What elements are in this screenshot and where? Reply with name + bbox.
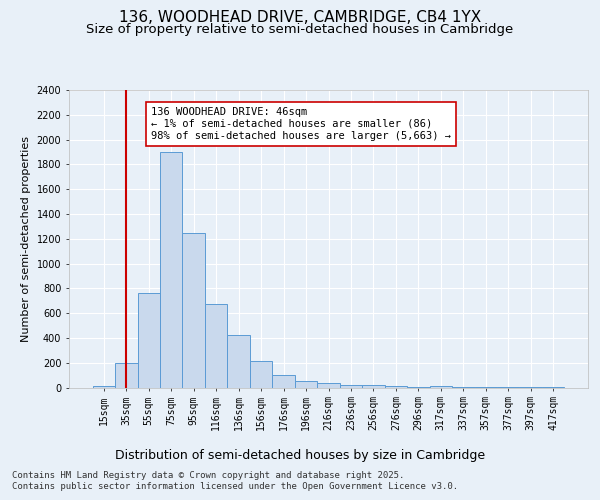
Bar [250,361,272,388]
Bar [385,386,407,388]
Bar [115,362,137,388]
Text: 136 WOODHEAD DRIVE: 46sqm
← 1% of semi-detached houses are smaller (86)
98% of s: 136 WOODHEAD DRIVE: 46sqm ← 1% of semi-d… [151,108,451,140]
Bar [317,383,340,388]
Text: Contains HM Land Registry data © Crown copyright and database right 2025.
Contai: Contains HM Land Registry data © Crown c… [12,472,458,490]
Bar [272,375,295,388]
Bar [475,387,497,388]
Bar [205,304,227,388]
Y-axis label: Number of semi-detached properties: Number of semi-detached properties [21,136,31,342]
Bar [160,152,182,388]
Bar [452,387,475,388]
Bar [227,336,250,388]
Bar [430,386,452,388]
Bar [407,387,430,388]
Bar [340,385,362,388]
Bar [137,294,160,388]
Text: Distribution of semi-detached houses by size in Cambridge: Distribution of semi-detached houses by … [115,450,485,462]
Bar [295,382,317,388]
Text: 136, WOODHEAD DRIVE, CAMBRIDGE, CB4 1YX: 136, WOODHEAD DRIVE, CAMBRIDGE, CB4 1YX [119,10,481,25]
Bar [362,385,385,388]
Text: Size of property relative to semi-detached houses in Cambridge: Size of property relative to semi-detach… [86,22,514,36]
Bar [92,386,115,388]
Bar [182,232,205,388]
